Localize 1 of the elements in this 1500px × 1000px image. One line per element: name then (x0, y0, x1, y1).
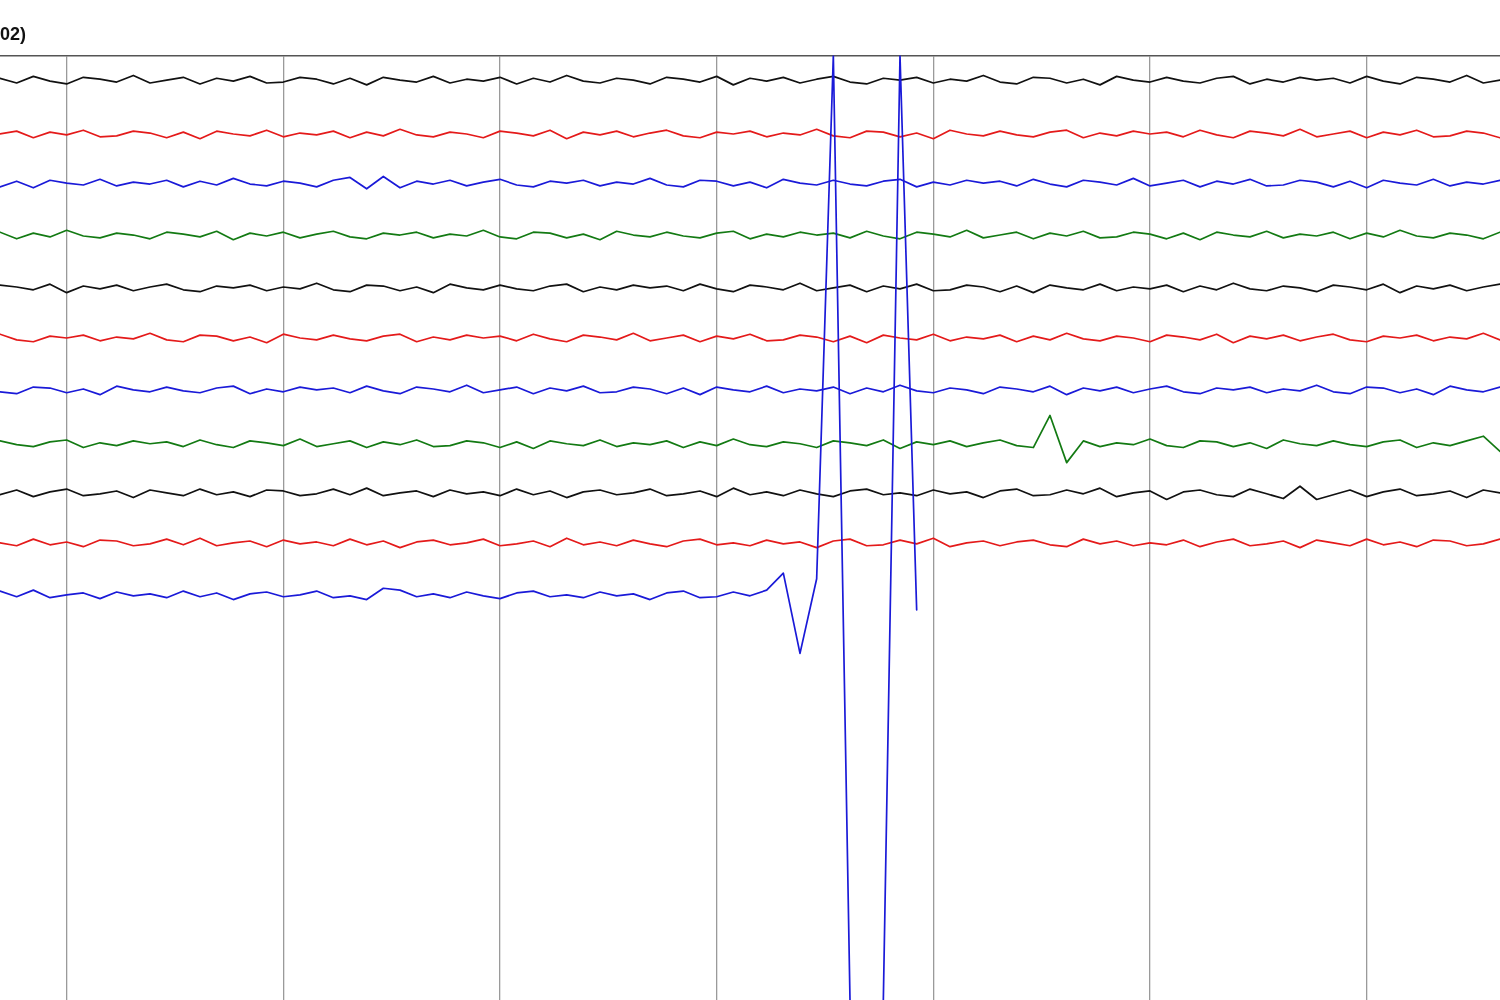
chart-title: 02) (0, 23, 27, 44)
